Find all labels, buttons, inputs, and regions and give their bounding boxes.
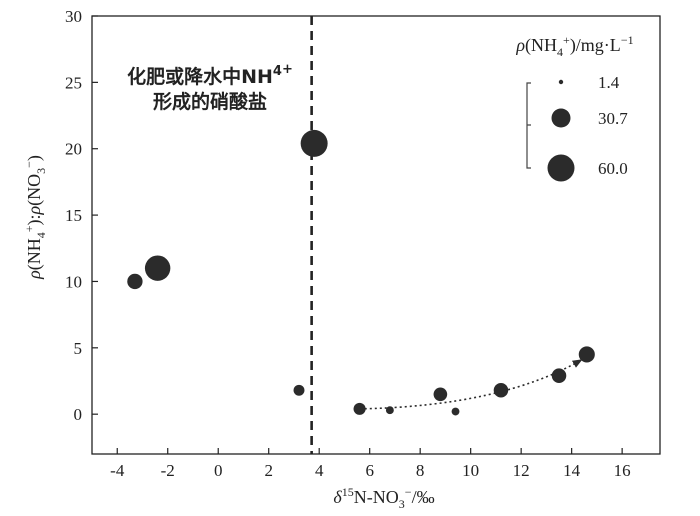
- y-axis-label: ρ(NH4+):ρ(NO3−): [22, 155, 48, 280]
- y-tick-label: 20: [65, 140, 82, 159]
- legend-marker-small: [558, 79, 564, 85]
- x-tick-label: -2: [161, 461, 175, 480]
- y-tick-label: 15: [65, 206, 82, 225]
- data-point: [451, 407, 460, 416]
- data-point: [353, 402, 366, 415]
- x-tick-label: 10: [462, 461, 479, 480]
- x-tick-label: 12: [513, 461, 530, 480]
- x-tick-label: 4: [315, 461, 324, 480]
- data-point: [127, 273, 143, 290]
- x-tick-label: 8: [416, 461, 425, 480]
- data-point: [300, 129, 328, 157]
- data-point: [385, 406, 394, 415]
- x-tick-label: 16: [614, 461, 631, 480]
- data-point: [433, 387, 448, 402]
- legend-label-2: 30.7: [598, 109, 628, 128]
- annotation-line-2: 形成的硝酸盐: [153, 90, 267, 113]
- data-point: [578, 346, 595, 363]
- y-tick-label: 5: [74, 339, 83, 358]
- x-tick-label: 14: [563, 461, 581, 480]
- legend: ρ(NH4+)/mg·L−1 1.4 30.7 60.0: [515, 33, 634, 182]
- x-tick-label: -4: [110, 461, 125, 480]
- x-tick-label: 0: [214, 461, 223, 480]
- legend-title: ρ(NH4+)/mg·L−1: [515, 33, 633, 59]
- plot-area: [127, 16, 595, 454]
- y-tick-label: 0: [74, 405, 83, 424]
- data-point: [293, 384, 305, 396]
- annotation-line-1: 化肥或降水中NH4+: [127, 62, 293, 88]
- data-point: [551, 368, 567, 383]
- x-tick-label: 6: [365, 461, 374, 480]
- legend-bracket: [526, 82, 531, 169]
- y-tick-label: 10: [65, 272, 82, 291]
- axes: -4 -2 0 2 4 6 8 10 12 14 16 0 5 10 15 20 25 30: [65, 7, 661, 480]
- data-point: [144, 255, 171, 281]
- y-tick-label: 30: [65, 7, 82, 26]
- trend-arrow: [359, 359, 583, 410]
- plot-frame: [91, 15, 661, 455]
- legend-marker-large: [547, 154, 575, 182]
- x-tick-label: 2: [264, 461, 273, 480]
- data-point: [493, 383, 509, 398]
- legend-marker-medium: [551, 108, 571, 128]
- y-tick-label: 25: [65, 73, 82, 92]
- legend-label-1: 1.4: [598, 73, 620, 92]
- x-axis-label: δ15N-NO3−/‰: [333, 485, 434, 511]
- legend-label-3: 60.0: [598, 159, 628, 178]
